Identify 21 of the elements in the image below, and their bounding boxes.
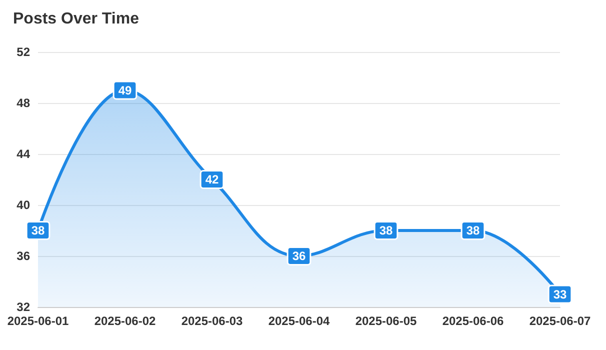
y-tick-label: 40 [16,198,30,212]
y-tick-label: 52 [16,45,30,59]
x-tick-label: 2025-06-05 [355,314,418,328]
y-tick-label: 48 [16,96,30,110]
x-tick-label: 2025-06-07 [529,314,592,328]
data-label: 38 [466,224,480,238]
data-label: 33 [553,287,567,302]
x-tick-label: 2025-06-06 [442,314,504,328]
x-tick-label: 2025-06-04 [268,314,330,328]
data-label: 49 [118,83,132,98]
x-tick-label: 2025-06-02 [94,314,156,328]
y-tick-label: 44 [16,147,30,161]
data-label: 42 [205,172,219,186]
y-tick-label: 32 [16,300,30,314]
data-label: 38 [379,224,393,238]
data-label: 36 [292,249,306,263]
data-label: 38 [31,224,45,238]
x-tick-label: 2025-06-01 [7,314,70,328]
x-tick-label: 2025-06-03 [181,314,244,328]
chart-title: Posts Over Time [13,10,140,28]
y-tick-label: 36 [16,249,30,263]
